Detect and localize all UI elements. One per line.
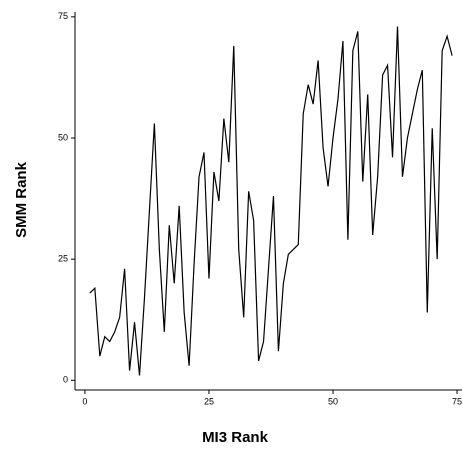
y-tick-label: 25 [58, 254, 68, 264]
data-line [89, 26, 453, 376]
y-tick-label: 75 [58, 11, 68, 21]
y-tick-label: 50 [58, 132, 68, 142]
x-tick-label: 25 [204, 396, 214, 406]
x-tick-label: 75 [452, 396, 462, 406]
y-axis-title: SMM Rank [13, 161, 30, 238]
y-tick-label: 0 [63, 375, 68, 385]
x-tick-label: 0 [82, 396, 87, 406]
x-axis-title: MI3 Rank [202, 429, 269, 446]
x-tick-label: 50 [328, 396, 338, 406]
